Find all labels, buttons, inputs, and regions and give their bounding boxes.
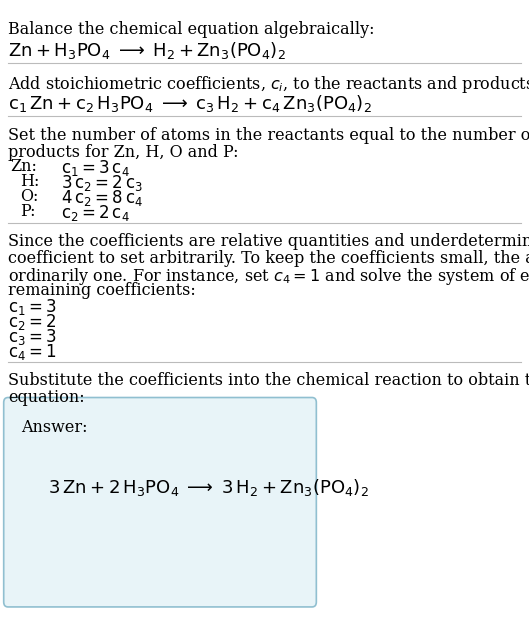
Text: P:: P:: [20, 203, 35, 220]
Text: $\mathrm{c_1 = 3}$: $\mathrm{c_1 = 3}$: [8, 297, 57, 317]
Text: Zn:: Zn:: [11, 158, 38, 175]
Text: Since the coefficients are relative quantities and underdetermined, choose a: Since the coefficients are relative quan…: [8, 233, 529, 250]
Text: ordinarily one. For instance, set $c_4 = 1$ and solve the system of equations fo: ordinarily one. For instance, set $c_4 =…: [8, 266, 529, 287]
Text: Set the number of atoms in the reactants equal to the number of atoms in the: Set the number of atoms in the reactants…: [8, 127, 529, 144]
Text: products for Zn, H, O and P:: products for Zn, H, O and P:: [8, 144, 239, 161]
Text: H:: H:: [20, 173, 40, 190]
Text: Add stoichiometric coefficients, $c_i$, to the reactants and products:: Add stoichiometric coefficients, $c_i$, …: [8, 74, 529, 95]
Text: $\mathrm{c_1 = 3\,c_4}$: $\mathrm{c_1 = 3\,c_4}$: [61, 158, 130, 178]
Text: $\mathrm{c_2 = 2\,c_4}$: $\mathrm{c_2 = 2\,c_4}$: [61, 203, 130, 223]
Text: $\mathrm{Zn + H_3PO_4 \;\longrightarrow\; H_2 + Zn_3(PO_4)_2}$: $\mathrm{Zn + H_3PO_4 \;\longrightarrow\…: [8, 40, 286, 61]
Text: $\mathrm{c_4 = 1}$: $\mathrm{c_4 = 1}$: [8, 342, 57, 362]
FancyBboxPatch shape: [4, 398, 316, 607]
Text: $\mathrm{c_3 = 3}$: $\mathrm{c_3 = 3}$: [8, 327, 57, 347]
Text: Answer:: Answer:: [21, 419, 88, 436]
Text: coefficient to set arbitrarily. To keep the coefficients small, the arbitrary va: coefficient to set arbitrarily. To keep …: [8, 250, 529, 266]
Text: $\mathrm{c_2 = 2}$: $\mathrm{c_2 = 2}$: [8, 312, 57, 332]
Text: equation:: equation:: [8, 389, 85, 406]
Text: $\mathrm{3\,c_2 = 2\,c_3}$: $\mathrm{3\,c_2 = 2\,c_3}$: [61, 173, 143, 193]
Text: $\mathrm{4\,c_2 = 8\,c_4}$: $\mathrm{4\,c_2 = 8\,c_4}$: [61, 188, 143, 208]
Text: Balance the chemical equation algebraically:: Balance the chemical equation algebraica…: [8, 21, 375, 38]
Text: $\mathrm{3\,Zn + 2\,H_3PO_4 \;\longrightarrow\; 3\,H_2 + Zn_3(PO_4)_2}$: $\mathrm{3\,Zn + 2\,H_3PO_4 \;\longright…: [48, 477, 369, 497]
Text: Substitute the coefficients into the chemical reaction to obtain the balanced: Substitute the coefficients into the che…: [8, 372, 529, 389]
Text: $\mathrm{c_1\,Zn + c_2\,H_3PO_4 \;\longrightarrow\; c_3\,H_2 + c_4\,Zn_3(PO_4)_2: $\mathrm{c_1\,Zn + c_2\,H_3PO_4 \;\longr…: [8, 93, 372, 113]
Text: O:: O:: [20, 188, 39, 205]
Text: remaining coefficients:: remaining coefficients:: [8, 282, 196, 299]
